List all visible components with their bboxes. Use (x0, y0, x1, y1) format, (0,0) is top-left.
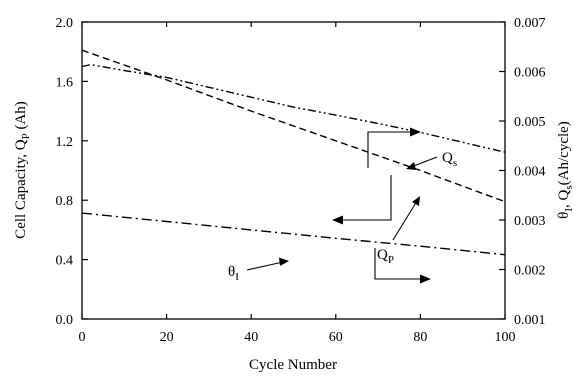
left-y-axis-ticks: 0.0 0.4 0.8 1.2 1.6 2.0 (56, 16, 88, 328)
left-y-tick-label-1.6: 1.6 (56, 75, 74, 90)
series-lines (81, 49, 506, 256)
theta-axis-indicator-arrowhead (420, 274, 431, 284)
qs-axis-indicator-arrowhead (410, 127, 421, 137)
series-label-qs-sub: s (453, 157, 457, 169)
series-label-theta-main: θ (228, 264, 235, 280)
right-y-axis-title-theta-sub: I (563, 208, 575, 212)
right-y-tick-label-0.002: 0.002 (514, 264, 546, 279)
qs-label-pointer (410, 156, 438, 168)
series-label-qs: Qs (442, 150, 457, 169)
series-line-qp (81, 49, 506, 203)
right-y-axis-title-sep: , Q (556, 189, 572, 208)
right-y-tick-label-0.005: 0.005 (514, 115, 546, 130)
qp-axis-indicator-arrow (338, 175, 392, 221)
qp-label-pointer (392, 200, 418, 241)
left-y-tick-label-0.4: 0.4 (56, 254, 74, 269)
series-label-qp-sub: P (388, 254, 394, 266)
theta-axis-indicator-arrow (374, 248, 425, 280)
qs-axis-indicator-arrow (367, 131, 415, 168)
qp-axis-indicator-arrowhead (332, 215, 343, 225)
left-y-axis-title-main: Cell Capacity, Q (13, 139, 29, 239)
left-y-tick-label-2.0: 2.0 (56, 16, 74, 31)
left-y-tick-label-0.8: 0.8 (56, 194, 74, 209)
series-label-qp: QP (377, 247, 394, 266)
series-line-theta (81, 212, 506, 256)
x-tick-label-20: 20 (160, 330, 174, 345)
annotations (246, 127, 438, 284)
series-label-qs-main: Q (442, 150, 453, 166)
right-y-tick-label-0.001: 0.001 (514, 313, 546, 328)
series-label-theta: θI (228, 264, 239, 283)
right-y-axis-title-unit: (Ah/cycle) (556, 121, 572, 185)
right-y-tick-label-0.003: 0.003 (514, 214, 546, 229)
x-tick-label-60: 60 (329, 330, 343, 345)
qs-label-pointer-head (406, 162, 416, 170)
qp-label-pointer-head (412, 196, 420, 206)
series-label-qp-main: Q (377, 247, 388, 263)
series-label-theta-sub: I (235, 271, 239, 283)
left-y-tick-label-0.0: 0.0 (56, 313, 74, 328)
right-y-tick-label-0.006: 0.006 (514, 66, 546, 81)
plot-frame (81, 21, 506, 320)
theta-label-pointer-head (279, 257, 289, 266)
x-tick-label-40: 40 (244, 330, 258, 345)
left-y-axis-title: Cell Capacity, QP (Ah) (13, 101, 32, 239)
series-line-qs (81, 63, 506, 153)
right-y-axis-title-theta: θ (556, 212, 572, 219)
theta-label-pointer (246, 261, 284, 271)
x-tick-label-0: 0 (79, 330, 86, 345)
right-y-tick-label-0.007: 0.007 (514, 16, 546, 31)
right-y-axis-title: θI, Qs(Ah/cycle) (556, 121, 575, 219)
x-axis-ticks: 0 20 40 60 80 100 (79, 22, 516, 345)
right-y-axis-title-q-sub: s (563, 185, 575, 189)
right-y-tick-label-0.004: 0.004 (514, 165, 546, 180)
right-y-axis-ticks: 0.001 0.002 0.003 0.004 0.005 0.006 0.007 (499, 16, 546, 328)
x-axis-title: Cycle Number (249, 357, 337, 373)
x-tick-label-100: 100 (495, 330, 516, 345)
left-y-tick-label-1.2: 1.2 (56, 135, 74, 150)
left-y-axis-title-sub: P (20, 133, 32, 139)
left-y-axis-title-unit: (Ah) (13, 101, 29, 133)
x-tick-label-80: 80 (413, 330, 427, 345)
